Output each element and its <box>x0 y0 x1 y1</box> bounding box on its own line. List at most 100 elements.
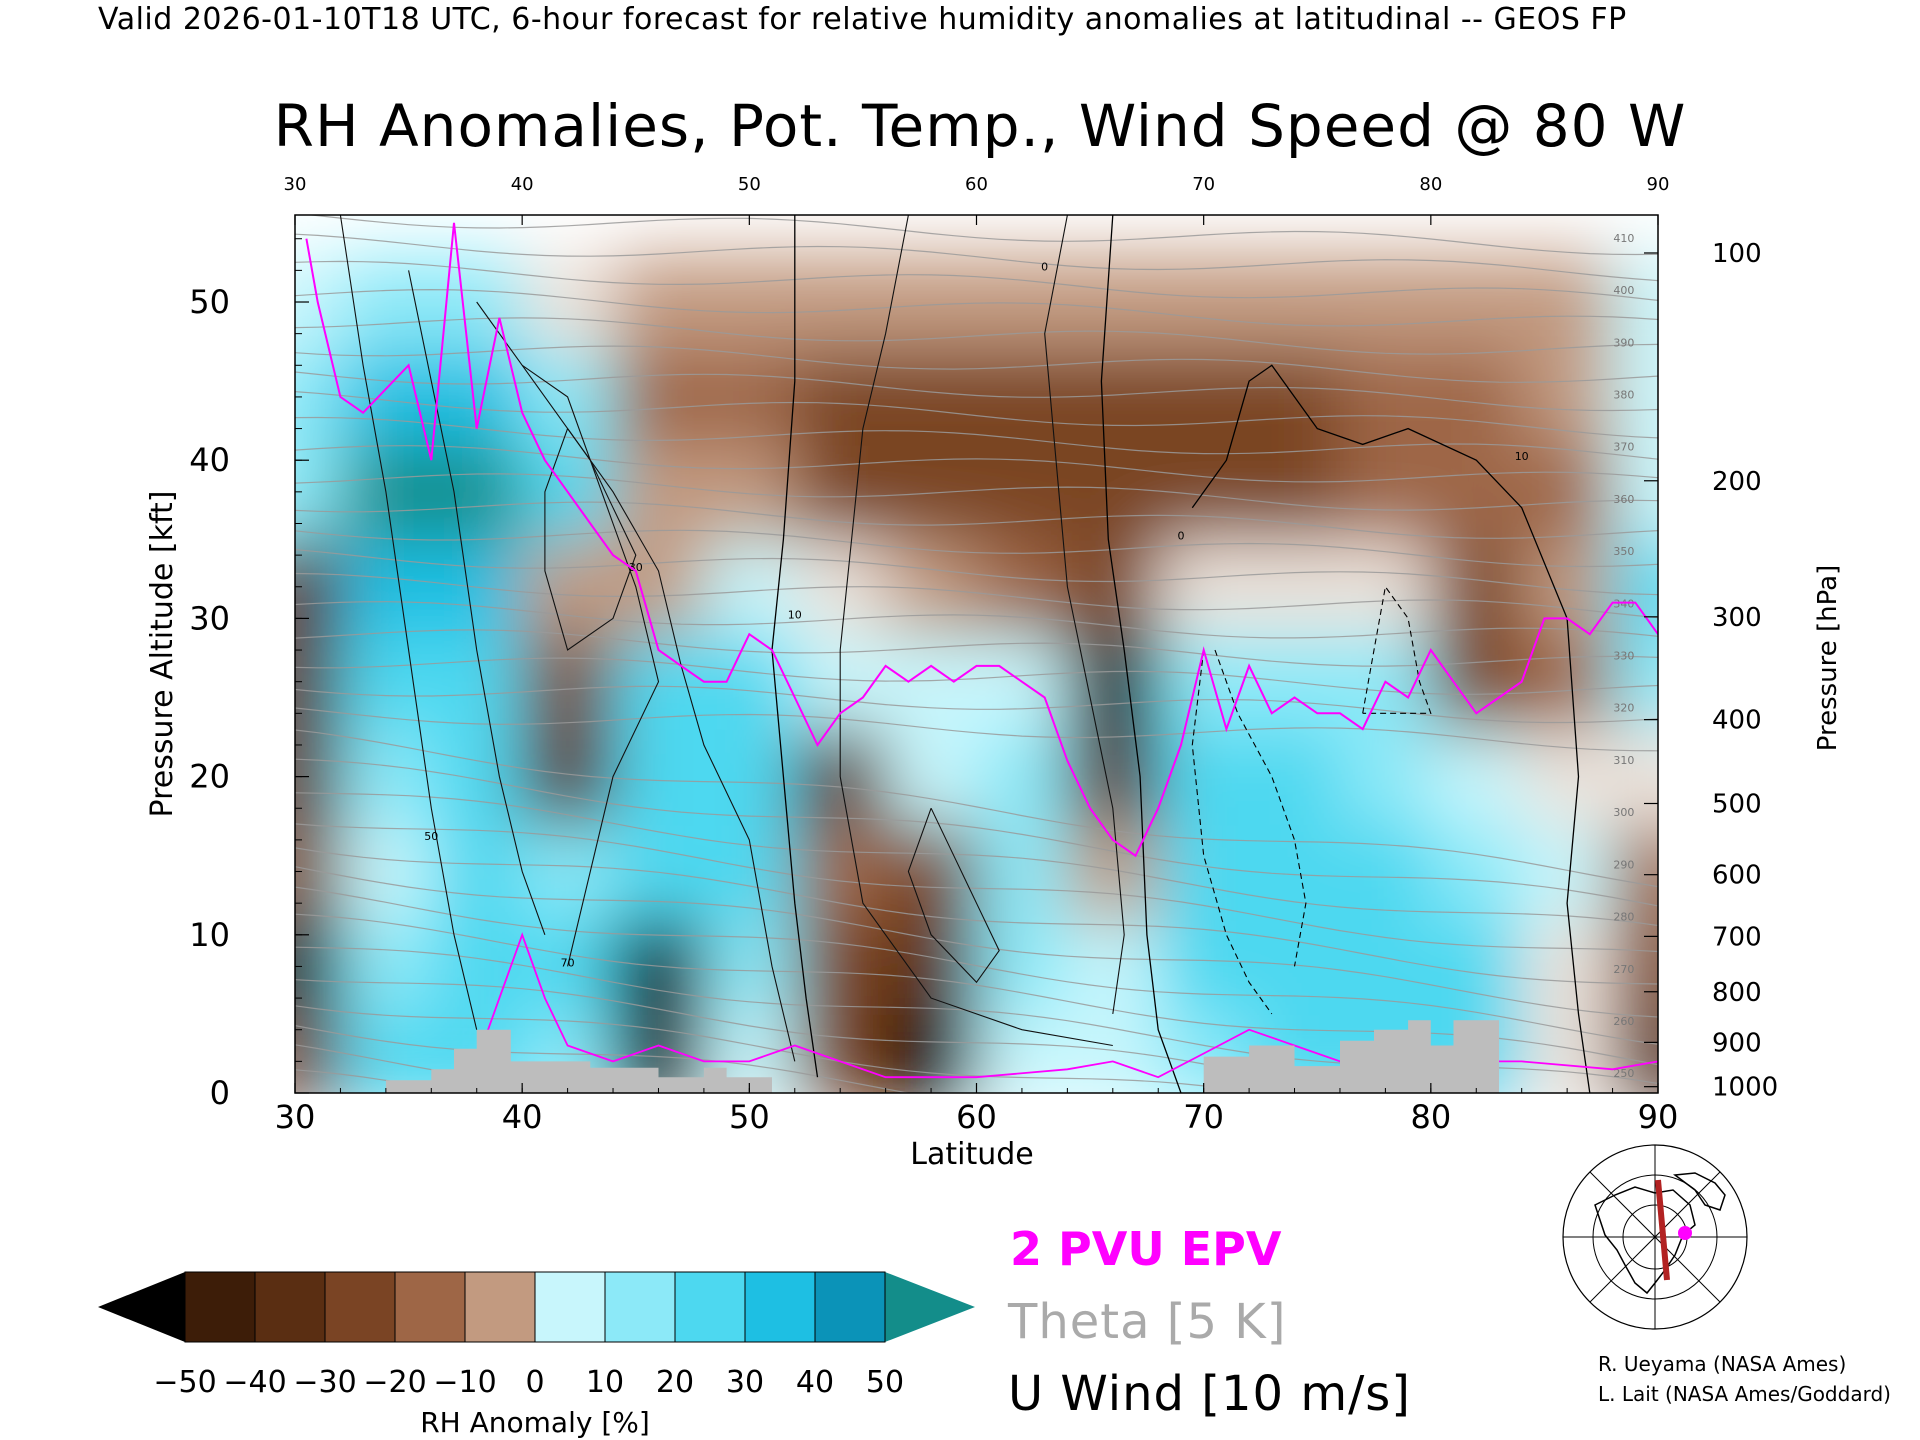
rh-cell <box>1612 349 1658 446</box>
theta-contour <box>295 416 1658 460</box>
rh-cell <box>1249 444 1341 541</box>
legend-wind: U Wind [10 m/s] <box>1008 1366 1412 1422</box>
colorbar-tick-label: 0 <box>525 1365 544 1400</box>
rh-cell <box>613 444 705 541</box>
rh-cell <box>976 1013 1069 1093</box>
rh-cell <box>703 539 796 636</box>
theta-label: 300 <box>1613 806 1634 819</box>
theta-label: 410 <box>1613 232 1634 245</box>
rh-cell <box>431 444 524 541</box>
colorbar-tick-label: −30 <box>293 1365 356 1400</box>
theta-contour <box>295 371 1658 412</box>
rh-cell <box>794 824 887 920</box>
terrain-mask <box>385 1020 1658 1093</box>
pressure-tick-label: 1000 <box>1712 1073 1778 1103</box>
theta-label: 360 <box>1613 493 1634 506</box>
wind-contour <box>1044 215 1125 1014</box>
legend-epv: 2 PVU EPV <box>1010 1222 1282 1276</box>
rh-cell <box>885 634 978 731</box>
chart-title: RH Anomalies, Pot. Temp., Wind Speed @ 8… <box>273 92 1687 160</box>
rh-cell <box>1249 254 1341 351</box>
rh-cell <box>976 729 1069 826</box>
y-tick-label: 50 <box>189 283 230 321</box>
theta-contour <box>295 886 1658 1045</box>
wind-contour <box>521 364 660 967</box>
rh-cell <box>1521 444 1614 541</box>
rh-cell <box>703 349 796 446</box>
theta-label: 250 <box>1613 1067 1634 1080</box>
colorbar-bin <box>395 1272 466 1342</box>
theta-contour <box>295 549 1658 596</box>
axes: 3030404050506060707080809090010203040501… <box>145 174 1843 1172</box>
rh-cell <box>1430 729 1523 826</box>
rh-cell <box>1430 444 1523 541</box>
legend-theta: Theta [5 K] <box>1008 1294 1287 1350</box>
x-tick-label-top: 30 <box>284 174 307 195</box>
rh-cell <box>1430 824 1523 920</box>
rh-cell <box>1612 254 1658 351</box>
colorbar-over-arrow <box>885 1272 975 1342</box>
rh-cell <box>1158 918 1251 1015</box>
x-tick-label: 60 <box>956 1098 997 1136</box>
rh-cell <box>1067 634 1160 731</box>
colorbar-tick-label: 10 <box>586 1365 624 1400</box>
colorbar-bin <box>605 1272 676 1342</box>
theta-label: 350 <box>1613 545 1634 558</box>
rh-cell <box>431 349 524 446</box>
x-tick-label: 80 <box>1410 1098 1451 1136</box>
theta-label: 340 <box>1613 597 1634 610</box>
rh-cell <box>885 1013 978 1093</box>
rh-cell <box>522 634 615 731</box>
wind-label: 10 <box>1515 450 1529 463</box>
wind-label: 30 <box>629 561 643 574</box>
epv-line <box>305 222 1658 858</box>
theta-contour <box>295 317 1658 355</box>
theta-contour <box>295 758 1658 907</box>
rh-cell <box>522 254 615 351</box>
rh-cell <box>885 824 978 920</box>
terrain-fill <box>385 1020 1658 1093</box>
x-tick-label-top: 60 <box>965 174 988 195</box>
rh-cell <box>1430 634 1523 731</box>
rh-cell <box>1067 444 1160 541</box>
colorbar-tick-label: 40 <box>796 1365 834 1400</box>
x-tick-label-top: 90 <box>1647 174 1670 195</box>
rh-cell <box>1249 729 1341 826</box>
theta-contour <box>295 707 1658 752</box>
theta-label: 260 <box>1613 1015 1634 1028</box>
theta-label: 270 <box>1613 963 1634 976</box>
pressure-tick-label: 800 <box>1712 978 1762 1008</box>
pressure-tick-label: 400 <box>1712 706 1762 736</box>
y-tick-label: 40 <box>189 441 230 479</box>
rh-cell <box>703 729 796 826</box>
theta-label: 390 <box>1613 336 1634 349</box>
x-tick-label-top: 80 <box>1419 174 1442 195</box>
colorbar-bin <box>465 1272 536 1342</box>
wind-label: 50 <box>424 830 438 843</box>
rh-cell <box>613 349 705 446</box>
wind-contour <box>907 807 1000 984</box>
forecast-header: Valid 2026-01-10T18 UTC, 6-hour forecast… <box>98 2 1627 37</box>
theta-contour <box>295 792 1658 927</box>
colorbar-tick-label: 20 <box>656 1365 694 1400</box>
rh-cell <box>1339 729 1432 826</box>
rh-cell <box>794 349 887 446</box>
pressure-axis-label: Pressure [hPa] <box>1813 565 1843 752</box>
rh-cell <box>340 729 433 826</box>
rh-cell <box>613 1013 705 1093</box>
x-tick-label: 90 <box>1638 1098 1679 1136</box>
pressure-tick-label: 500 <box>1712 789 1762 819</box>
rh-cell <box>1339 254 1432 351</box>
rh-cell <box>976 824 1069 920</box>
colorbar-tick-label: 30 <box>726 1365 764 1400</box>
pressure-tick-label: 100 <box>1712 239 1762 269</box>
rh-cell <box>295 634 342 731</box>
inset-map <box>1562 1144 1748 1330</box>
wind-contour <box>771 215 819 1078</box>
rh-cell <box>522 824 615 920</box>
colorbar-bin <box>255 1272 326 1342</box>
colorbar-bin <box>675 1272 746 1342</box>
theta-contour <box>295 233 1658 282</box>
pressure-tick-label: 300 <box>1712 603 1762 633</box>
rh-cell <box>794 254 887 351</box>
